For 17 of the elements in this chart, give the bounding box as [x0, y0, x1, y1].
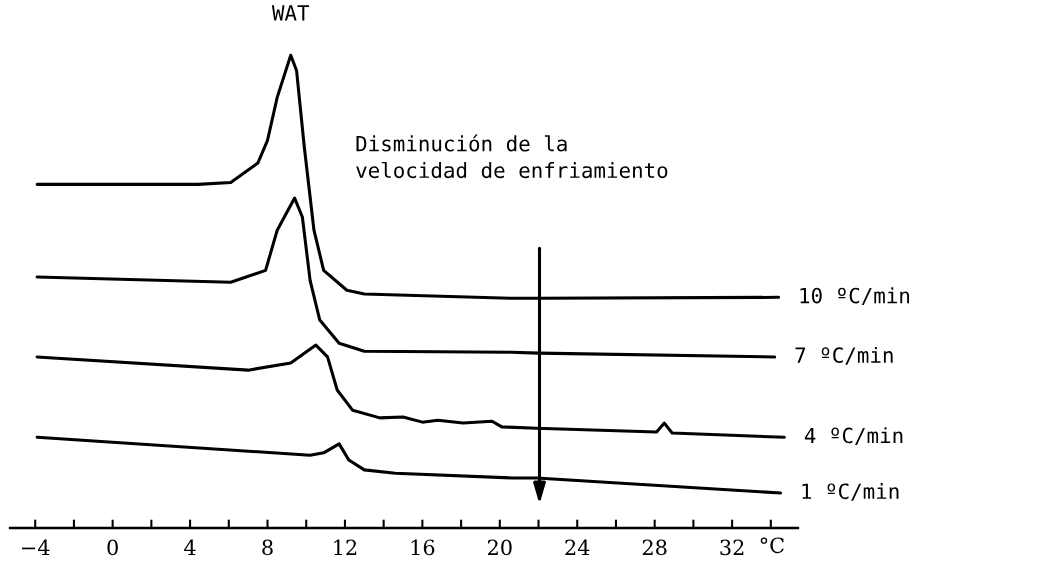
- x-tick-label: −4: [22, 539, 50, 555]
- series-label: 1 ºC/min: [802, 483, 899, 501]
- series-label: 4 ºC/min: [804, 427, 903, 446]
- x-axis-title: °C: [760, 537, 784, 554]
- series-label: 7 ºC/min: [795, 346, 893, 365]
- series-label: 10 ºC/min: [800, 287, 910, 306]
- x-tick-label: 0: [107, 539, 118, 556]
- x-tick-label: 28: [642, 539, 667, 556]
- x-tick-label: 24: [565, 539, 590, 555]
- x-tick-label: 8: [262, 539, 273, 556]
- x-tick-label: 12: [334, 539, 357, 555]
- annotation: Disminución de la velocidad de enfriamiento: [356, 134, 668, 179]
- x-tick-label: 32: [720, 539, 744, 556]
- x-tick-label: 16: [411, 539, 435, 556]
- x-tick-label: 4: [184, 539, 196, 555]
- annotation: WAT: [271, 5, 310, 21]
- x-tick-label: 20: [487, 539, 512, 556]
